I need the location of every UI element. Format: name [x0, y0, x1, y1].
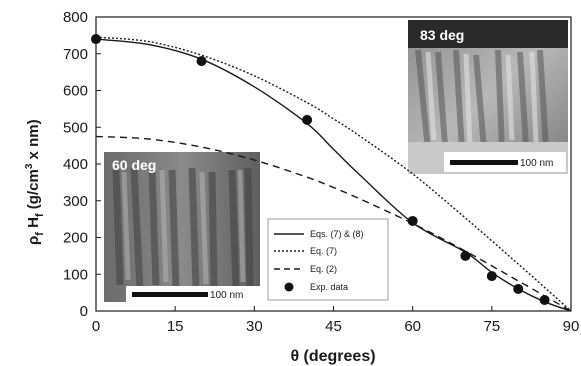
axis-ticks [95, 16, 572, 312]
series-3-point [91, 34, 101, 45]
inset-image-83deg: 83 deg 100 nm [408, 20, 568, 174]
series-3-point [486, 271, 497, 282]
x-tick-labels: 0 15 30 45 60 75 90 [92, 318, 580, 335]
y-tick-label: 700 [63, 46, 88, 63]
series-3-point [196, 56, 207, 67]
legend-label-0: Eqs. (7) & (8) [310, 229, 364, 239]
y-tick-label: 300 [63, 193, 88, 210]
x-tick-label: 90 [563, 318, 580, 335]
series-2-line [95, 135, 572, 312]
series-layer [91, 34, 572, 312]
y-axis-label: ρf Hf (g/cm3 x nm) [24, 119, 46, 245]
y-tick-label: 500 [63, 119, 88, 136]
legend: Eqs. (7) & (8) Eq. (7) Eq. (2) Exp. data [267, 218, 389, 301]
series-3-point [460, 250, 471, 261]
x-tick-label: 30 [246, 318, 263, 335]
x-tick-label: 45 [325, 318, 342, 335]
y-tick-label: 0 [80, 303, 88, 320]
series-1-line [95, 36, 572, 312]
y-tick-labels: 0 100 200 300 400 500 600 700 800 [63, 9, 88, 320]
y-tick-label: 600 [63, 83, 88, 100]
y-tick-label: 200 [63, 230, 88, 247]
x-tick-label: 75 [483, 318, 500, 335]
x-axis-label: θ (degrees) [290, 348, 375, 365]
inset-60-label: 60 deg [112, 157, 156, 173]
x-tick-label: 60 [404, 318, 421, 335]
y-tick-label: 800 [63, 9, 88, 26]
inset-83-scale-label: 100 nm [520, 158, 553, 169]
series-3-point [513, 283, 524, 294]
inset-60-scale-label: 100 nm [210, 290, 243, 301]
series-3-point [539, 294, 550, 305]
y-tick-label: 400 [63, 156, 88, 173]
x-tick-label: 0 [92, 318, 100, 335]
legend-label-3: Exp. data [310, 282, 348, 292]
legend-marker-3 [284, 282, 294, 292]
series-3-point [302, 114, 313, 125]
series-3-point [407, 215, 418, 226]
inset-83-label: 83 deg [420, 27, 464, 43]
legend-label-2: Eq. (2) [310, 264, 337, 274]
inset-image-60deg: 60 deg 100 nm [104, 152, 260, 302]
x-tick-label: 15 [167, 318, 184, 335]
legend-label-1: Eq. (7) [310, 246, 337, 256]
y-tick-label: 100 [63, 266, 88, 283]
